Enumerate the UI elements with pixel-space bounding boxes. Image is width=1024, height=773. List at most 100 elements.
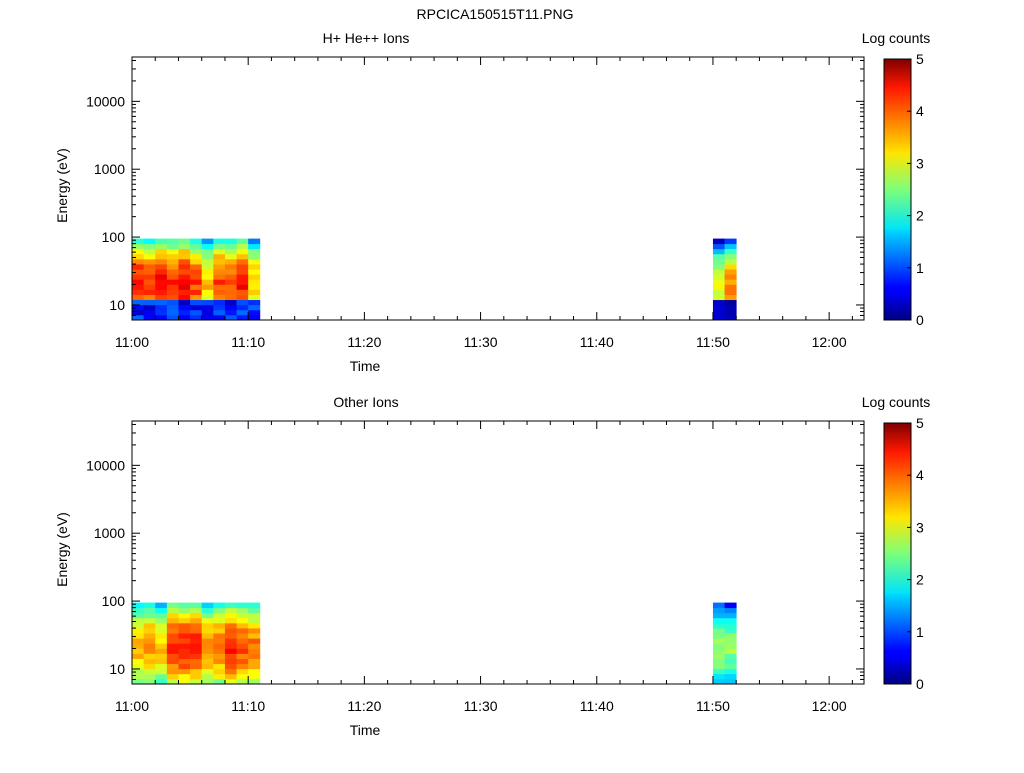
heatmap-cell — [224, 279, 237, 285]
heatmap-cell — [712, 243, 725, 250]
heatmap-cell — [712, 264, 725, 270]
heatmap-cell — [724, 678, 737, 685]
x-axis-label: Time — [350, 722, 381, 738]
heatmap-cell — [712, 258, 725, 265]
heatmap-cell — [224, 253, 237, 260]
heatmap-cell — [248, 274, 261, 280]
heatmap-cell — [201, 633, 214, 639]
heatmap-cell — [178, 264, 191, 270]
heatmap-cell — [190, 612, 203, 619]
heatmap-cell — [201, 653, 214, 659]
heatmap-cell — [190, 248, 203, 255]
heatmap-cell — [248, 617, 261, 624]
heatmap-cell — [190, 617, 203, 624]
heatmap-cell — [724, 622, 737, 629]
heatmap-cell — [224, 284, 237, 290]
heatmap-cell — [178, 617, 191, 624]
heatmap-cell — [224, 294, 237, 301]
heatmap-cell — [132, 668, 145, 675]
heatmap-cell — [236, 678, 249, 685]
heatmap-cell — [201, 304, 214, 311]
heatmap-cell — [166, 238, 179, 245]
heatmap-cell — [155, 314, 168, 321]
heatmap-cell — [224, 638, 237, 644]
heatmap-cell — [201, 299, 214, 306]
heatmap-cell — [236, 289, 249, 295]
heatmap-cell — [224, 248, 237, 255]
heatmap-cell — [132, 658, 145, 665]
heatmap-cell — [201, 289, 214, 295]
heatmap-cell — [132, 612, 145, 619]
heatmap-cell — [213, 673, 226, 680]
heatmap-cell — [236, 602, 249, 609]
heatmap-cell — [143, 638, 156, 644]
heatmap-cell — [213, 269, 226, 275]
heatmap-cell — [213, 643, 226, 649]
heatmap-cell — [178, 658, 191, 665]
heatmap-cell — [712, 294, 725, 301]
heatmap-cell — [143, 628, 156, 634]
heatmap-cell — [224, 622, 237, 629]
heatmap-cell — [201, 258, 214, 265]
heatmap-cell — [201, 678, 214, 685]
heatmap-cell — [132, 274, 145, 280]
heatmap-cell — [166, 299, 179, 306]
heatmap-cell — [166, 274, 179, 280]
heatmap-cell — [132, 299, 145, 306]
x-tick-label: 11:10 — [231, 698, 265, 714]
heatmap-cell — [132, 294, 145, 301]
heatmap-cell — [724, 294, 737, 301]
y-tick-label: 1000 — [94, 161, 125, 177]
heatmap-cell — [236, 673, 249, 680]
heatmap-cell — [712, 274, 725, 280]
heatmap-cell — [724, 248, 737, 255]
heatmap-cell — [132, 258, 145, 265]
heatmap-cell — [190, 653, 203, 659]
heatmap-cell — [178, 269, 191, 275]
heatmap-cell — [155, 243, 168, 250]
heatmap-cell — [236, 668, 249, 675]
data-block-1 — [132, 238, 261, 321]
colorbar-tick-label: 1 — [916, 260, 924, 276]
heatmap-cell — [224, 238, 237, 245]
heatmap-cell — [248, 243, 261, 250]
heatmap-cell — [178, 299, 191, 306]
heatmap-cell — [248, 314, 261, 321]
heatmap-cell — [248, 663, 261, 670]
heatmap-cell — [155, 653, 168, 659]
heatmap-cell — [224, 304, 237, 311]
heatmap-cell — [236, 638, 249, 644]
heatmap-cell — [155, 253, 168, 260]
heatmap-cell — [224, 607, 237, 614]
heatmap-cell — [224, 243, 237, 250]
heatmap-cell — [213, 289, 226, 295]
heatmap-cell — [224, 678, 237, 685]
heatmap-cell — [712, 628, 725, 634]
heatmap-cell — [248, 622, 261, 629]
heatmap-cell — [155, 658, 168, 665]
heatmap-cell — [201, 638, 214, 644]
heatmap-cell — [213, 638, 226, 644]
heatmap-cell — [248, 633, 261, 639]
heatmap-cell — [248, 673, 261, 680]
heatmap-cell — [213, 253, 226, 260]
heatmap-cell — [224, 663, 237, 670]
heatmap-cell — [132, 284, 145, 290]
heatmap-cell — [201, 238, 214, 245]
heatmap-cell — [178, 289, 191, 295]
colorbar-tick-label: 5 — [916, 51, 924, 67]
heatmap-cell — [166, 304, 179, 311]
heatmap-cell — [143, 309, 156, 316]
heatmap-cell — [190, 294, 203, 301]
heatmap-cell — [236, 284, 249, 290]
heatmap-cell — [213, 304, 226, 311]
heatmap-cell — [201, 243, 214, 250]
heatmap-cell — [166, 309, 179, 316]
heatmap-cell — [213, 622, 226, 629]
x-tick-label: 11:00 — [115, 698, 149, 714]
heatmap-cell — [155, 638, 168, 644]
heatmap-cell — [132, 648, 145, 654]
heatmap-cell — [132, 643, 145, 649]
